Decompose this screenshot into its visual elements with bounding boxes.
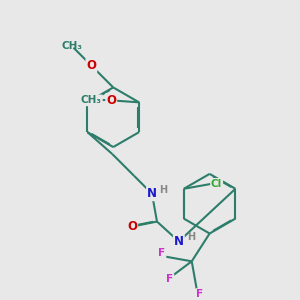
Text: CH₃: CH₃ — [62, 41, 83, 51]
Text: H: H — [187, 232, 195, 242]
Text: F: F — [196, 289, 203, 299]
Text: CH₃: CH₃ — [81, 95, 102, 105]
Text: O: O — [106, 94, 116, 107]
Text: N: N — [147, 187, 157, 200]
Text: H: H — [159, 185, 167, 195]
Text: F: F — [158, 248, 166, 258]
Text: N: N — [174, 235, 184, 248]
Text: Cl: Cl — [211, 179, 222, 189]
Text: O: O — [127, 220, 137, 233]
Text: O: O — [86, 59, 96, 72]
Text: F: F — [166, 274, 173, 284]
